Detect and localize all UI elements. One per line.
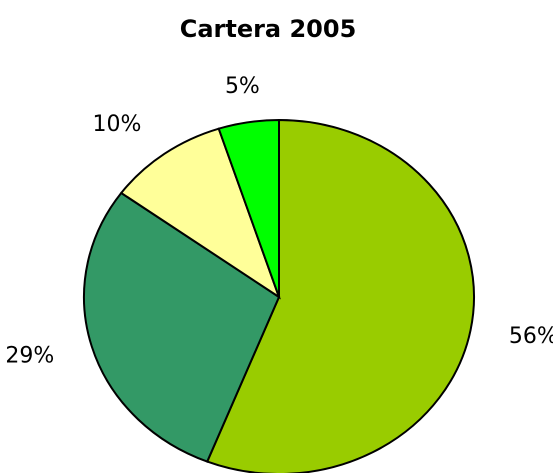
pie-slice: [83, 191, 281, 463]
pie-slice: [119, 127, 281, 300]
data-label: 10%: [93, 112, 142, 137]
pie-slice: [217, 118, 280, 298]
data-label: 56%: [509, 324, 553, 349]
chart-title: Cartera 2005: [180, 15, 357, 43]
data-label: 5%: [225, 74, 260, 99]
data-label: 29%: [5, 343, 54, 368]
pie-slice: [205, 118, 475, 473]
